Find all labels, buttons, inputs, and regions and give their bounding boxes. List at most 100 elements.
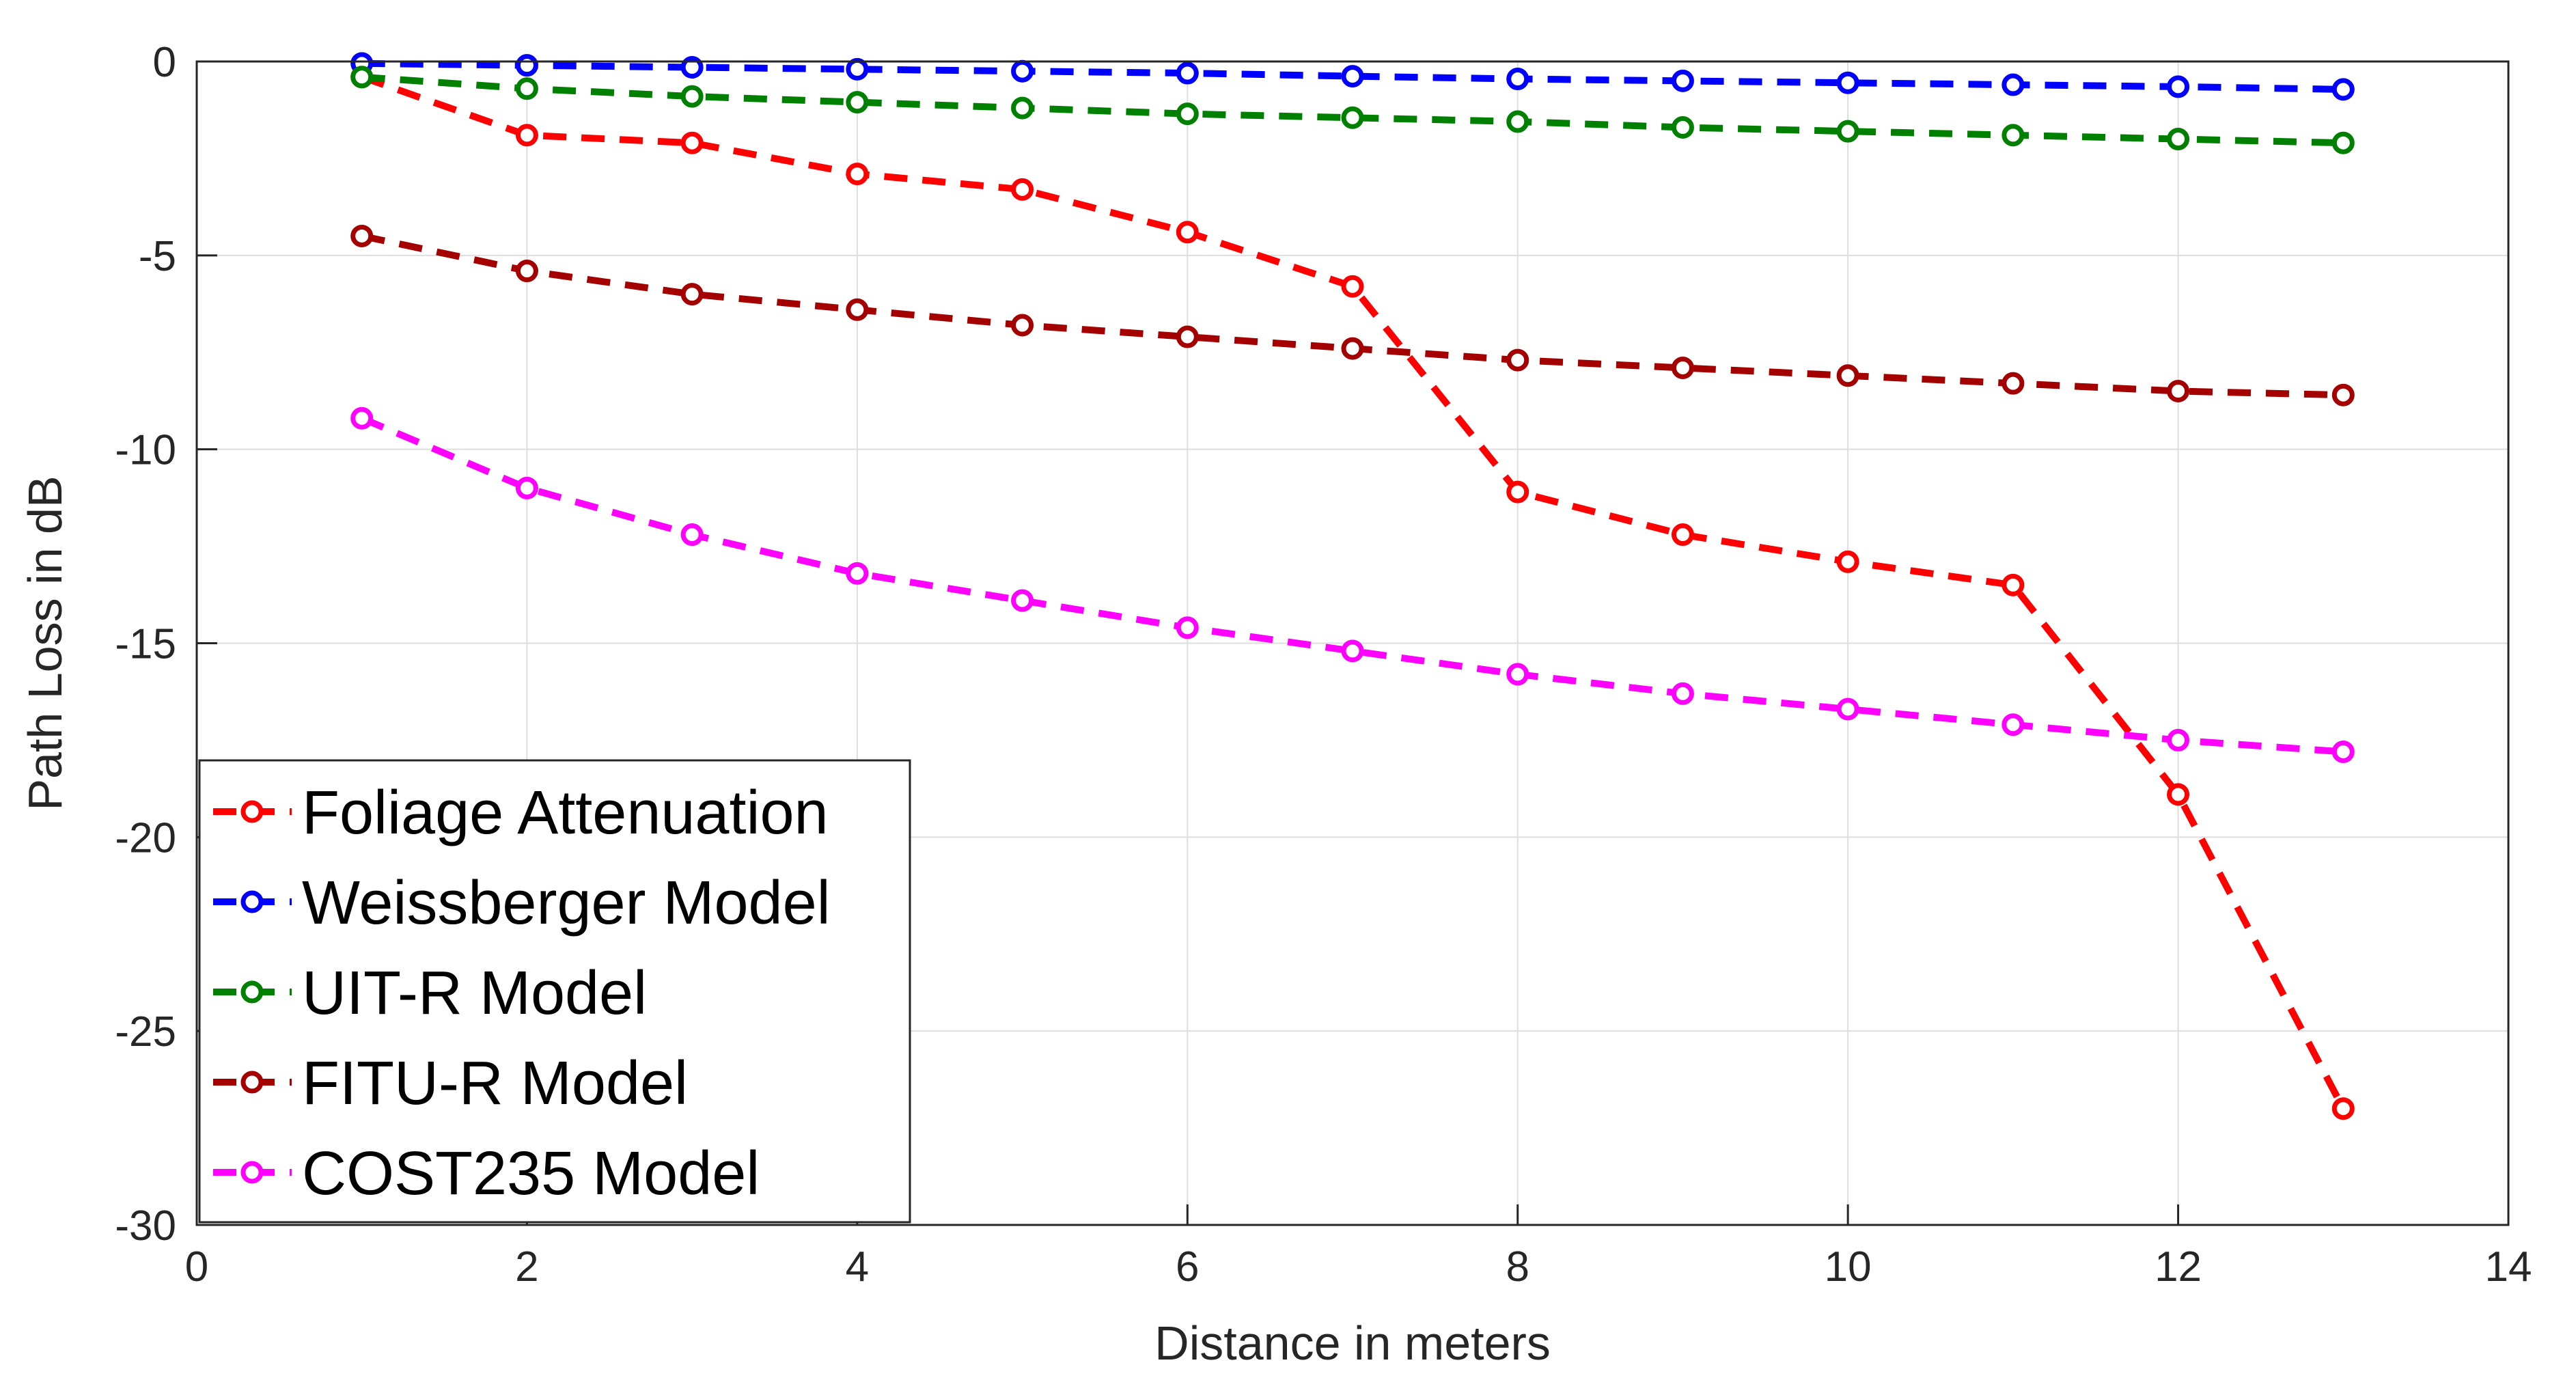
y-tick-label: -15 (115, 621, 176, 668)
data-point (1341, 65, 1364, 88)
data-point (1836, 71, 1859, 94)
x-tick-label: 4 (846, 1243, 869, 1291)
data-point (1011, 96, 1034, 120)
data-point (2167, 75, 2190, 98)
data-point (846, 57, 869, 81)
data-point (1671, 523, 1694, 547)
data-point (2167, 783, 2190, 806)
legend-marker-sample (240, 890, 264, 913)
y-tick-label: -10 (115, 427, 176, 474)
data-point (680, 85, 704, 108)
data-point (1176, 616, 1199, 639)
legend-label: Weissberger Model (302, 869, 831, 937)
legend-marker-sample (240, 980, 264, 1004)
legend-box (198, 759, 911, 1224)
data-point (1836, 364, 1859, 387)
legend-label: Foliage Attenuation (302, 779, 829, 847)
data-point (350, 406, 374, 430)
data-point (1176, 221, 1199, 244)
data-point (1176, 61, 1199, 85)
x-tick-label: 8 (1506, 1243, 1529, 1291)
x-tick-label: 2 (515, 1243, 538, 1291)
data-point (1176, 102, 1199, 126)
legend-label: COST235 Model (302, 1140, 760, 1208)
data-point (846, 298, 869, 321)
data-point (1341, 337, 1364, 360)
data-point (1506, 348, 1529, 372)
legend-entry: FITU-R Model (213, 1049, 688, 1118)
axis-ticks: 0 2 4 6 8 10 12 14 0 -5 -10 -15 -20 -25 -30 (115, 39, 2532, 1291)
legend-marker-sample (240, 1161, 264, 1184)
series-0 (350, 66, 2355, 1120)
y-tick-label: -20 (115, 814, 176, 861)
x-tick-label: 14 (2485, 1243, 2532, 1291)
data-point (680, 283, 704, 306)
data-point (2167, 128, 2190, 151)
y-tick-label: 0 (153, 39, 176, 86)
legend-entry: Foliage Attenuation (213, 779, 829, 847)
legend-entry: COST235 Model (213, 1140, 760, 1208)
data-point (1836, 698, 1859, 721)
legend-label: FITU-R Model (302, 1049, 688, 1118)
data-point (515, 476, 538, 499)
y-tick-label: -5 (139, 233, 176, 280)
legend-marker-sample (240, 800, 264, 823)
data-point (846, 91, 869, 114)
data-point (2331, 131, 2355, 154)
data-point (350, 66, 374, 89)
data-point (515, 77, 538, 100)
data-point (2331, 78, 2355, 101)
data-point (2002, 73, 2025, 96)
data-point (515, 260, 538, 283)
data-point (1506, 663, 1529, 686)
series-layer (350, 52, 2355, 1120)
series-2 (350, 66, 2355, 154)
data-point (2331, 383, 2355, 406)
data-point (1341, 639, 1364, 663)
data-point (2002, 573, 2025, 596)
data-point (515, 54, 538, 77)
legend-label: UIT-R Model (302, 959, 647, 1027)
data-point (1671, 682, 1694, 705)
data-point (1011, 59, 1034, 83)
data-point (1506, 480, 1529, 504)
data-point (846, 163, 869, 186)
data-point (2331, 740, 2355, 763)
series-3 (350, 224, 2355, 406)
data-point (515, 124, 538, 147)
data-point (1671, 356, 1694, 379)
data-point (1506, 68, 1529, 91)
series-1 (350, 52, 2355, 101)
data-point (1341, 275, 1364, 298)
data-point (846, 562, 869, 585)
x-tick-label: 6 (1176, 1243, 1199, 1291)
data-point (2331, 1097, 2355, 1120)
data-point (350, 224, 374, 247)
data-point (2002, 713, 2025, 736)
data-point (680, 56, 704, 79)
y-tick-label: -25 (115, 1008, 176, 1056)
y-tick-label: -30 (115, 1202, 176, 1250)
x-tick-label: 12 (2155, 1243, 2202, 1291)
data-point (1341, 106, 1364, 129)
data-point (2002, 124, 2025, 147)
data-point (1011, 178, 1034, 201)
legend: Foliage Attenuation Weissberger Model UIT-… (198, 759, 911, 1224)
data-point (680, 523, 704, 547)
x-tick-label: 0 (185, 1243, 208, 1291)
data-point (2002, 372, 2025, 395)
data-point (1671, 69, 1694, 92)
data-point (2167, 728, 2190, 751)
series-4 (350, 406, 2355, 763)
x-axis-title: Distance in meters (1154, 1316, 1551, 1370)
data-point (1836, 120, 1859, 143)
legend-marker-sample (240, 1071, 264, 1094)
data-point (1176, 325, 1199, 348)
grid (197, 61, 2508, 1225)
legend-entry: UIT-R Model (213, 959, 647, 1027)
data-point (1011, 314, 1034, 337)
data-point (1671, 116, 1694, 139)
y-axis-title: Path Loss in dB (18, 475, 72, 810)
